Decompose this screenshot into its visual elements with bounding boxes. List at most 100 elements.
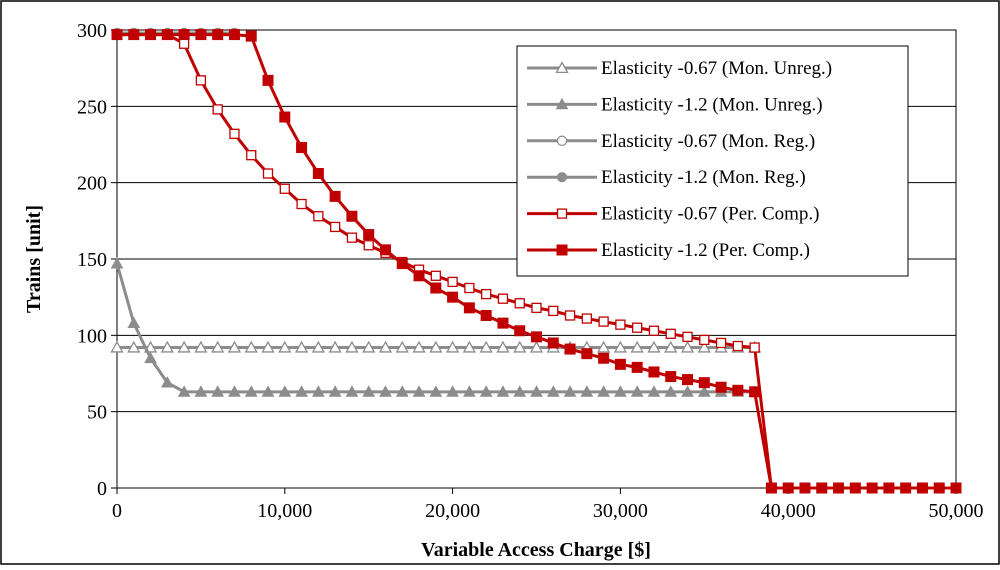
y-axis-ticks: 0 50 100 150 200 250 300 bbox=[77, 20, 117, 500]
legend-label: Elasticity -0.67 (Mon. Reg.) bbox=[601, 131, 815, 152]
legend-item: Elasticity -0.67 (Mon. Unreg.) bbox=[527, 58, 832, 79]
data-point bbox=[328, 340, 342, 353]
data-point bbox=[664, 385, 678, 397]
y-tick-label: 0 bbox=[97, 478, 107, 500]
data-point bbox=[412, 340, 426, 353]
data-point bbox=[413, 270, 425, 282]
data-point bbox=[479, 385, 493, 397]
data-point bbox=[160, 340, 174, 353]
y-tick-label: 50 bbox=[87, 402, 107, 424]
data-point bbox=[715, 337, 727, 349]
data-point bbox=[195, 75, 207, 86]
data-point bbox=[447, 291, 459, 303]
legend-label: Elasticity -0.67 (Per. Comp.) bbox=[601, 204, 819, 225]
y-tick-label: 300 bbox=[77, 20, 107, 42]
data-point bbox=[228, 385, 241, 397]
data-point bbox=[464, 282, 475, 294]
data-point bbox=[732, 340, 744, 352]
data-point bbox=[514, 298, 525, 309]
x-tick-label: 10,000 bbox=[257, 500, 312, 522]
data-point bbox=[581, 348, 593, 360]
data-point bbox=[244, 340, 258, 353]
data-point bbox=[615, 319, 626, 330]
data-point bbox=[279, 183, 290, 194]
data-point bbox=[110, 340, 124, 353]
data-point bbox=[648, 366, 660, 378]
data-point bbox=[647, 385, 661, 397]
data-point bbox=[296, 142, 308, 154]
data-point bbox=[412, 385, 426, 397]
data-point bbox=[127, 316, 141, 329]
data-point bbox=[111, 29, 123, 41]
data-point bbox=[211, 385, 225, 397]
data-point bbox=[530, 385, 543, 397]
data-point bbox=[312, 168, 324, 180]
data-point bbox=[715, 381, 727, 393]
data-point bbox=[681, 385, 694, 397]
data-point bbox=[311, 340, 325, 353]
data-point bbox=[328, 385, 342, 397]
data-point bbox=[229, 128, 240, 139]
data-point bbox=[816, 482, 828, 494]
legend-marker bbox=[555, 61, 569, 74]
data-point bbox=[144, 351, 157, 364]
data-point bbox=[513, 385, 527, 397]
data-point bbox=[513, 340, 527, 353]
data-point bbox=[665, 371, 677, 383]
data-point bbox=[178, 38, 190, 49]
data-point bbox=[630, 340, 644, 353]
x-axis-title: Variable Access Charge [$] bbox=[421, 539, 651, 561]
data-point bbox=[429, 340, 443, 353]
data-point bbox=[614, 385, 627, 397]
x-tick-label: 30,000 bbox=[593, 500, 648, 522]
data-point bbox=[379, 385, 392, 397]
data-point bbox=[329, 190, 341, 202]
data-point bbox=[833, 482, 845, 494]
data-point bbox=[261, 340, 275, 353]
legend-label: Elasticity -0.67 (Mon. Unreg.) bbox=[601, 58, 832, 79]
data-point bbox=[128, 29, 140, 41]
data-point bbox=[529, 340, 544, 353]
data-point bbox=[245, 30, 257, 42]
data-point bbox=[212, 29, 224, 41]
data-point bbox=[227, 340, 242, 353]
data-point bbox=[496, 385, 510, 397]
data-point bbox=[345, 385, 359, 397]
data-point bbox=[313, 211, 324, 222]
data-point bbox=[682, 331, 693, 343]
data-point bbox=[598, 352, 610, 364]
legend-item: Elasticity -1.2 (Mon. Reg.) bbox=[527, 167, 806, 188]
data-point bbox=[548, 305, 559, 317]
data-point bbox=[749, 386, 761, 398]
data-point bbox=[363, 240, 374, 251]
data-point bbox=[430, 282, 442, 294]
data-point bbox=[630, 385, 644, 397]
data-point bbox=[346, 232, 358, 243]
data-point bbox=[900, 482, 912, 494]
data-point bbox=[447, 276, 458, 288]
legend-item: Elasticity -0.67 (Mon. Reg.) bbox=[527, 131, 815, 152]
data-point bbox=[916, 482, 928, 494]
data-point bbox=[680, 340, 695, 353]
x-tick-label: 0 bbox=[112, 500, 122, 522]
data-point bbox=[698, 377, 710, 389]
data-point bbox=[212, 104, 223, 115]
data-point bbox=[481, 288, 492, 300]
data-point bbox=[497, 317, 509, 329]
data-point bbox=[127, 340, 141, 353]
x-tick-label: 20,000 bbox=[425, 500, 480, 522]
data-point bbox=[446, 385, 459, 397]
data-point bbox=[295, 385, 308, 397]
data-point bbox=[580, 385, 594, 397]
data-point bbox=[682, 374, 694, 386]
data-point bbox=[395, 385, 409, 397]
data-point bbox=[396, 258, 408, 270]
x-tick-label: 40,000 bbox=[761, 500, 816, 522]
y-tick-label: 200 bbox=[77, 173, 107, 195]
data-point bbox=[430, 270, 441, 281]
data-point bbox=[531, 331, 542, 343]
legend-item: Elasticity -1.2 (Mon. Unreg.) bbox=[527, 94, 823, 115]
legend-label: Elasticity -1.2 (Mon. Reg.) bbox=[601, 167, 806, 188]
